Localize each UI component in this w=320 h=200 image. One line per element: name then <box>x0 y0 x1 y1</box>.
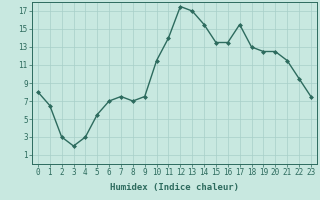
X-axis label: Humidex (Indice chaleur): Humidex (Indice chaleur) <box>110 183 239 192</box>
